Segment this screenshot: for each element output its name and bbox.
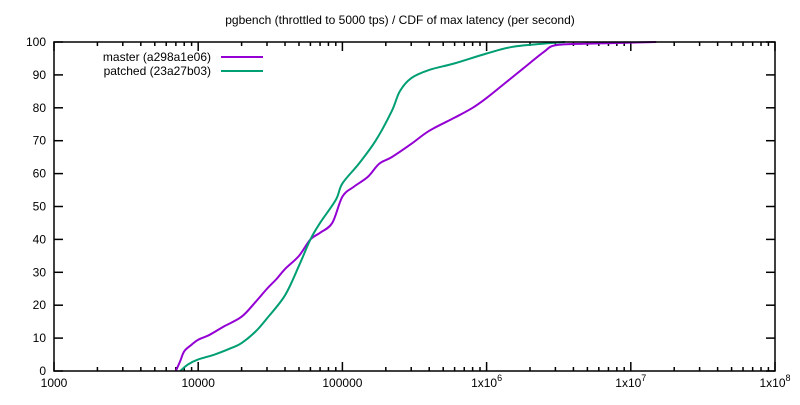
y-tick-label: 40 [33, 232, 47, 246]
plot-border [53, 41, 776, 372]
y-tick-label: 60 [33, 167, 47, 181]
x-tick-label: 1x106 [471, 373, 502, 390]
chart-title: pgbench (throttled to 5000 tps) / CDF of… [225, 13, 575, 27]
x-tick-label: 10000 [182, 376, 216, 390]
x-tick-label: 100000 [322, 376, 362, 390]
y-tick-label: 80 [33, 101, 47, 115]
axes: 0 10 20 30 40 50 60 70 80 90 100 1000 10000 100000 1x1… [26, 35, 791, 390]
y-tick-label: 90 [33, 68, 47, 82]
y-tick-label: 10 [33, 331, 47, 345]
series-line-master [174, 41, 657, 372]
legend-label: patched (23a27b03) [104, 64, 211, 78]
x-tick-label: 1000 [41, 376, 68, 390]
y-tick-label: 50 [33, 200, 47, 214]
plot-lines [174, 41, 657, 372]
x-tick-label: 1x107 [615, 373, 646, 390]
y-tick-label: 20 [33, 298, 47, 312]
x-tick-label: 1x108 [759, 373, 790, 390]
y-tick-label: 100 [26, 35, 46, 49]
y-tick-label: 0 [39, 364, 46, 378]
series-line-patched [179, 41, 566, 372]
y-tick-label: 70 [33, 134, 47, 148]
y-tick-label: 30 [33, 265, 47, 279]
legend: master (a298a1e06)patched (23a27b03) [103, 50, 263, 78]
legend-label: master (a298a1e06) [103, 50, 211, 64]
